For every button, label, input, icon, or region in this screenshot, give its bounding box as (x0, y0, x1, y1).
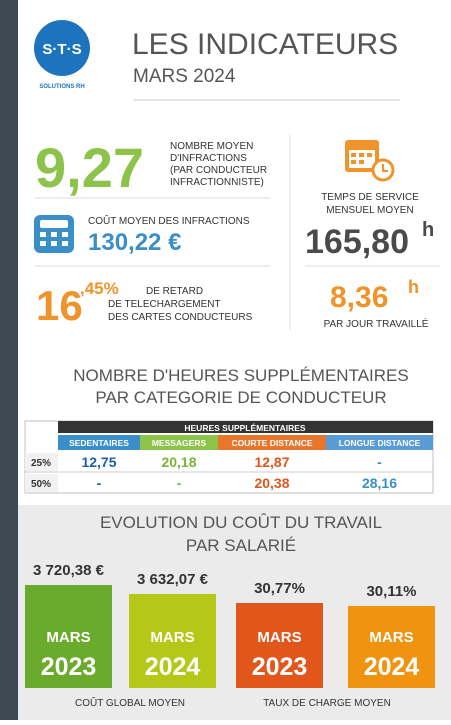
table-content: SEDENTAIRES MESSAGERS COURTE DISTANCE LONGU… (31, 438, 421, 491)
kpi-label-line: DE TELECHARGEMENT (108, 299, 221, 310)
kpi-label-line: TEMPS DE SERVICE (321, 192, 419, 203)
kpi-value: 165,80 (305, 223, 409, 261)
column-header: MESSAGERS (152, 438, 207, 448)
kpi-value: 8,36 (330, 281, 388, 314)
footer-label: TAUX DE CHARGE MOYEN (263, 698, 391, 709)
kpi-value-fraction: ,45% (80, 279, 119, 298)
kpi-label-line: DES CARTES CONDUCTEURS (108, 312, 253, 323)
table-cell: 20,18 (161, 454, 196, 470)
kpi-value: 9,27 (35, 136, 144, 199)
kpi-label: NOMBRE MOYEN D'INFRACTIONS (PAR CONDUCTE… (170, 141, 267, 188)
item-month: MARS (46, 629, 90, 646)
table-cell: 20,38 (254, 475, 289, 491)
logo-subtitle: SOLUTIONS RH (39, 84, 84, 90)
kpi-label-line: (PAR CONDUCTEUR (170, 165, 267, 176)
table-cell: - (97, 475, 102, 491)
kpi-label: COÛT MOYEN DES INFRACTIONS (88, 214, 250, 227)
item-year: 2023 (41, 653, 97, 681)
kpi-unit: h (408, 277, 419, 297)
table-cell: - (377, 454, 382, 470)
side-strip (0, 0, 18, 720)
table-cell: 12,87 (254, 454, 289, 470)
table: HEURES SUPPLÉMENTAIRES (24, 420, 434, 494)
calculator-icon (34, 215, 74, 253)
kpi-label: PAR JOUR TRAVAILLÉ (324, 317, 429, 330)
item-value: 3 720,38 € (33, 562, 105, 579)
item-year: 2023 (252, 653, 308, 681)
logo-circle (34, 20, 90, 76)
item-box (129, 594, 216, 688)
item-year: 2024 (364, 653, 420, 681)
kpi-value: 130,22 € (88, 229, 181, 256)
evolution-items: 3 720,38 € MARS 2023 3 632,07 € MARS 2024 30,7… (25, 562, 435, 688)
item-month: MARS (257, 629, 301, 646)
item-month: MARS (369, 629, 413, 646)
kpi-label-line: DE RETARD (146, 286, 203, 297)
table-cell: - (177, 475, 182, 491)
item-month: MARS (150, 629, 194, 646)
table-group-header: HEURES SUPPLÉMENTAIRES (184, 423, 306, 433)
row-label: 25% (31, 458, 51, 469)
kpi-label-line: INFRACTIONNISTE) (170, 177, 264, 188)
calendar-icon (345, 140, 395, 182)
title: LES INDICATEURS (132, 28, 398, 61)
section-title: PAR CATEGORIE DE CONDUCTEUR (95, 388, 386, 407)
kpi-label-line: MENSUEL MOYEN (326, 205, 413, 216)
item-value: 30,77% (254, 580, 305, 597)
item-box (348, 606, 435, 688)
row-label: 50% (31, 479, 51, 490)
column-header: COURTE DISTANCE (231, 438, 312, 448)
item-value: 3 632,07 € (137, 571, 209, 588)
column-header: SEDENTAIRES (69, 438, 129, 448)
item-box (25, 585, 112, 688)
subtitle: MARS 2024 (133, 66, 236, 87)
table-cell: 12,75 (81, 454, 116, 470)
section-title: EVOLUTION DU COÛT DU TRAVAIL (100, 513, 382, 532)
section-title: PAR SALARIÉ (186, 536, 296, 555)
footer-label: COÛT GLOBAL MOYEN (75, 696, 185, 709)
section-title: NOMBRE D'HEURES SUPPLÉMENTAIRES (73, 366, 408, 385)
logo-text: S·T·S (42, 41, 81, 58)
item-year: 2024 (145, 653, 201, 681)
kpi-label-line: D'INFRACTIONS (170, 153, 247, 164)
kpi-value: 16 (36, 282, 83, 329)
item-value: 30,11% (366, 583, 416, 600)
kpi-unit: h (422, 219, 434, 241)
kpi-label-line: NOMBRE MOYEN (170, 141, 253, 152)
item-box (236, 603, 323, 688)
table-cell: 28,16 (362, 475, 397, 491)
column-header: LONGUE DISTANCE (339, 438, 421, 448)
